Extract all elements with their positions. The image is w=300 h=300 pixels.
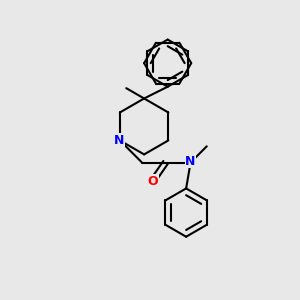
Text: N: N [185, 154, 196, 167]
Text: O: O [147, 175, 158, 188]
Text: N: N [114, 134, 124, 147]
